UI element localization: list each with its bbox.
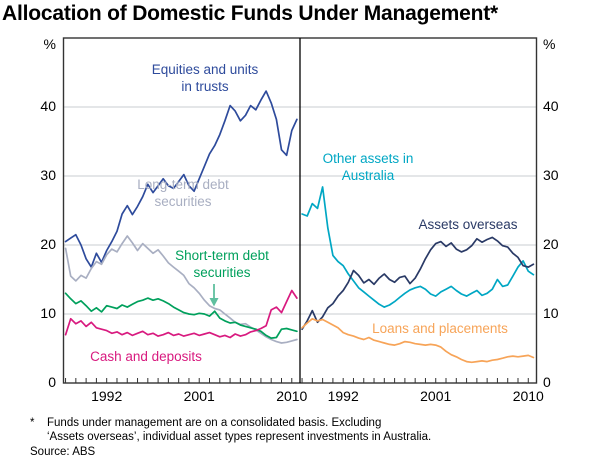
source-note: Source: ABS xyxy=(30,445,96,458)
series-label-short-term-debt: Short-term debt securities xyxy=(175,248,269,280)
series-line-long-term-debt xyxy=(64,235,298,344)
y-axis-label-left-30: 30 xyxy=(40,167,56,183)
y-axis-label-right-10: 10 xyxy=(543,305,559,321)
series-label-assets-overseas: Assets overseas xyxy=(418,217,518,232)
x-axis-label-panel1-2001: 2001 xyxy=(183,388,215,404)
series-label-equities: Equities and units in trusts xyxy=(151,62,259,94)
series-line-equities xyxy=(64,90,298,268)
y-axis-label-left-40: 40 xyxy=(40,98,56,114)
series-line-loans-placements xyxy=(301,317,535,364)
footnote-marker: * xyxy=(30,417,35,429)
series-label-cash-deposits: Cash and deposits xyxy=(90,349,202,364)
footnote-text: Funds under management are on a consolid… xyxy=(47,417,432,443)
y-axis-unit-right: % xyxy=(543,36,556,52)
x-axis-label-panel2-2001: 2001 xyxy=(420,388,452,404)
series-line-assets-overseas xyxy=(301,236,535,331)
series-line-short-term-debt xyxy=(64,292,298,339)
series-line-cash-deposits xyxy=(64,289,298,339)
short-term-arrowhead-icon xyxy=(209,298,219,307)
x-axis-label-panel1-1992: 1992 xyxy=(91,388,123,404)
y-axis-label-right-30: 30 xyxy=(543,167,559,183)
y-axis-label-left-0: 0 xyxy=(48,374,56,390)
y-axis-label-left-10: 10 xyxy=(40,305,56,321)
footnote: * Funds under management are on a consol… xyxy=(30,417,588,459)
series-label-long-term-debt: Long-term debt securities xyxy=(137,177,229,209)
y-axis-label-right-20: 20 xyxy=(543,236,559,252)
y-axis-label-right-40: 40 xyxy=(543,98,559,114)
series-label-other-assets-australia: Other assets in Australia xyxy=(322,151,414,183)
chart-title: Allocation of Domestic Funds Under Manag… xyxy=(2,2,499,25)
y-axis-label-left-20: 20 xyxy=(40,236,56,252)
x-axis-label-panel2-2010: 2010 xyxy=(512,388,544,404)
y-axis-label-right-0: 0 xyxy=(543,374,551,390)
series-line-other-assets-australia xyxy=(301,186,535,308)
y-axis-unit-left: % xyxy=(43,36,56,52)
x-axis-label-panel2-1992: 1992 xyxy=(327,388,359,404)
x-axis-label-panel1-2010: 2010 xyxy=(276,388,308,404)
series-label-loans-placements: Loans and placements xyxy=(372,321,508,336)
